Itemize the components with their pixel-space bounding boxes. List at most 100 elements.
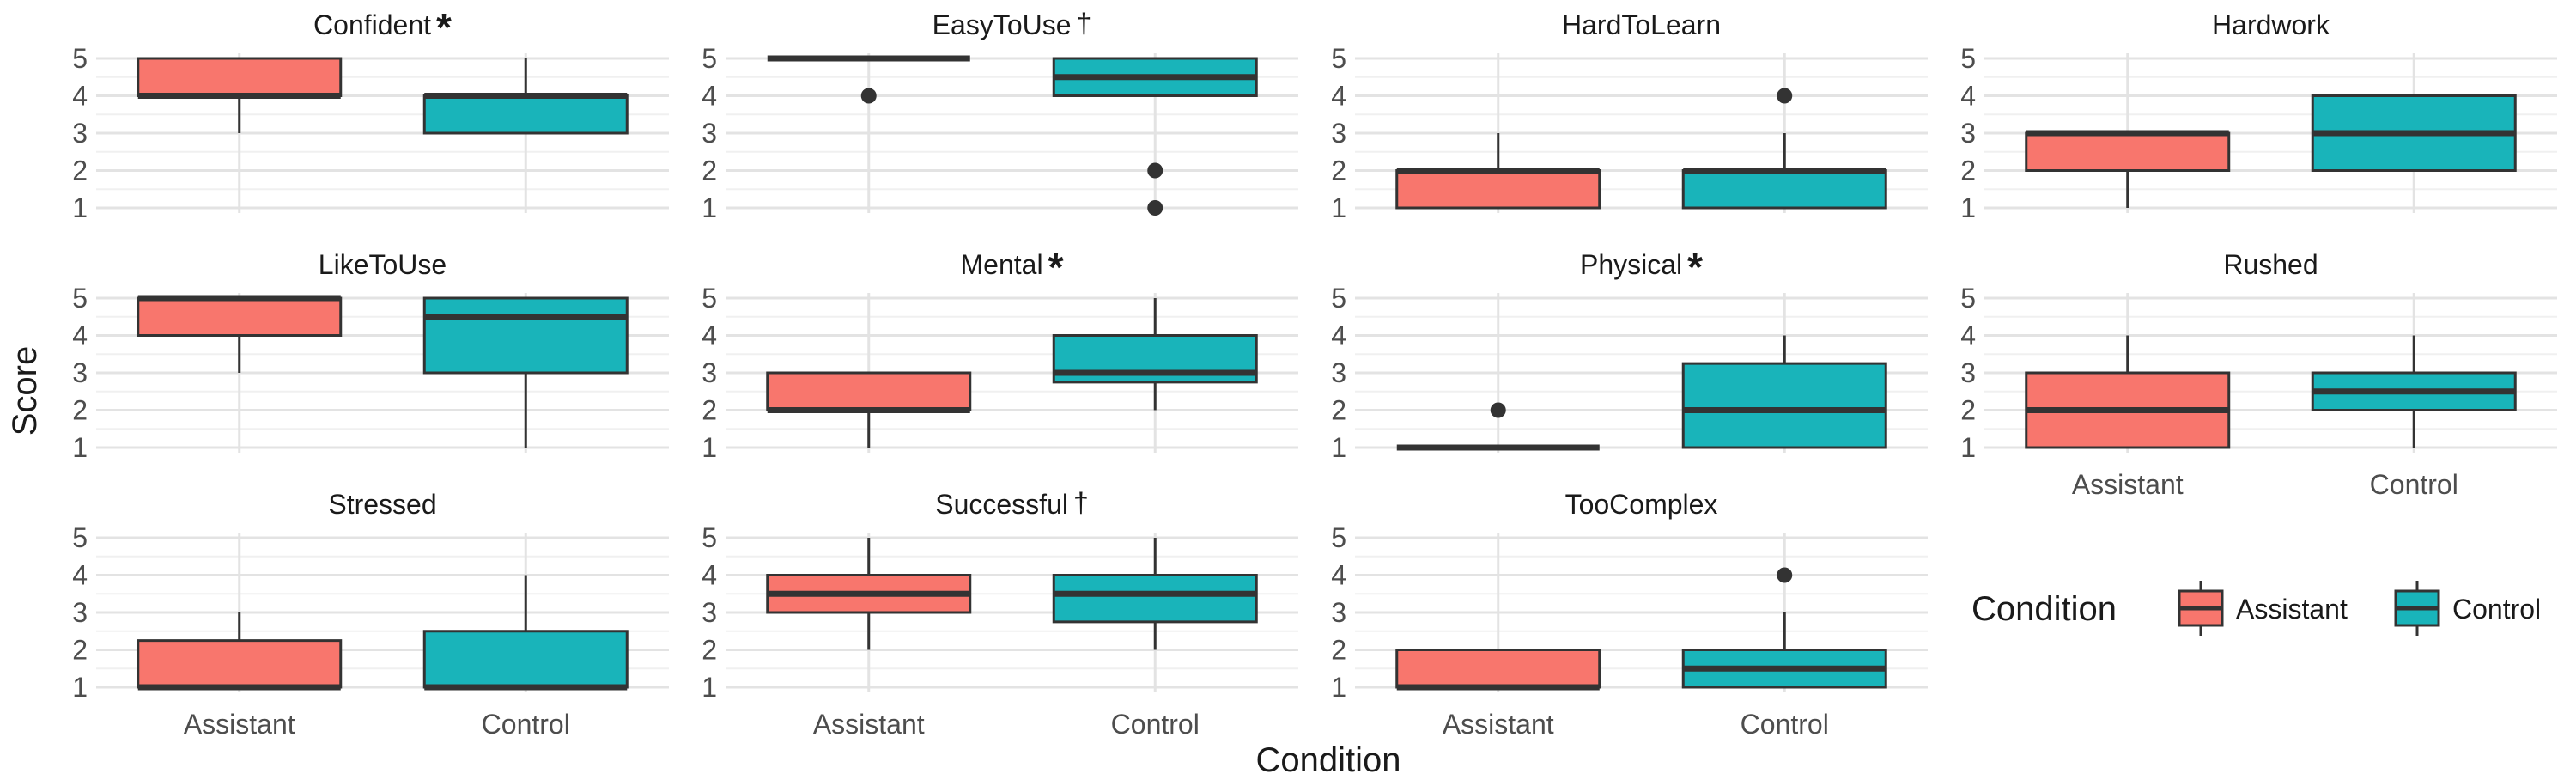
panel-title-text: Physical	[1580, 249, 1682, 280]
panel-title-text: Stressed	[328, 489, 436, 520]
box-control	[1681, 88, 1887, 210]
y-tick-label: 3	[1331, 118, 1346, 149]
y-tick-label: 5	[1960, 283, 1976, 314]
panel-rushed: 1 2 3 4 5 Rushed Assistant Control	[1960, 249, 2557, 500]
x-tick-label: Assistant	[184, 709, 295, 740]
iqr-box	[1052, 574, 1258, 624]
box-control	[422, 296, 629, 448]
y-tick-label: 4	[72, 81, 88, 112]
box-assistant	[137, 57, 343, 133]
y-tick-label: 5	[72, 43, 88, 74]
y-tick-label: 2	[1960, 155, 1976, 186]
panel-easytouse: 1 2 3 4 5 EasyToUse †	[702, 8, 1298, 223]
iqr-box	[766, 371, 972, 411]
panel-title-text: LikeToUse	[319, 249, 447, 280]
box-control	[1052, 298, 1258, 411]
y-tick-label: 3	[702, 597, 717, 628]
significance-marker: *	[1687, 245, 1703, 289]
panel-title-text: Rushed	[2223, 249, 2318, 280]
panel-successful: 1 2 3 4 5 Successful † Assistant Control	[702, 487, 1298, 740]
x-tick-label: Control	[1111, 709, 1200, 740]
y-tick-label: 1	[72, 672, 88, 703]
panel-title: Rushed	[2223, 249, 2318, 280]
panel-title-text: HardToLearn	[1562, 9, 1721, 40]
panel-confident: 1 2 3 4 5 Confident *	[72, 5, 669, 223]
y-tick-label: 3	[1331, 357, 1346, 388]
x-tick-label: Control	[482, 709, 570, 740]
y-tick-label: 2	[72, 155, 88, 186]
panel-hardtolearn: 1 2 3 4 5 HardToLearn	[1331, 9, 1928, 223]
legend-label: Control	[2452, 594, 2541, 625]
y-tick-label: 5	[72, 522, 88, 553]
box-assistant	[1395, 133, 1601, 210]
y-tick-label: 3	[702, 357, 717, 388]
outlier-point	[1777, 567, 1793, 583]
significance-marker: †	[1077, 8, 1092, 39]
iqr-box	[422, 296, 629, 375]
iqr-box	[2025, 131, 2231, 172]
box-control	[422, 575, 629, 691]
iqr-box	[422, 94, 629, 135]
box-control	[2311, 335, 2517, 448]
panel-title-text: Mental	[961, 249, 1043, 280]
box-assistant	[766, 538, 972, 650]
y-tick-label: 5	[1960, 43, 1976, 74]
legend: Condition Assistant Control	[1971, 581, 2541, 636]
y-tick-label: 1	[1960, 432, 1976, 463]
x-tick-label: Control	[1741, 709, 1829, 740]
panel-title-text: Successful	[935, 489, 1068, 520]
iqr-box	[137, 57, 343, 97]
y-tick-label: 3	[1960, 357, 1976, 388]
y-tick-label: 2	[702, 155, 717, 186]
panel-physical: 1 2 3 4 5 Physical *	[1331, 245, 1928, 463]
x-tick-label: Assistant	[1443, 709, 1554, 740]
legend-entry-assistant: Assistant	[2178, 581, 2348, 636]
y-tick-label: 3	[72, 357, 88, 388]
box-assistant	[137, 295, 343, 373]
legend-entry-control: Control	[2394, 581, 2541, 636]
y-tick-label: 5	[702, 43, 717, 74]
outlier-point	[1777, 88, 1793, 104]
iqr-box	[1395, 169, 1601, 210]
legend-label: Assistant	[2236, 594, 2348, 625]
y-tick-label: 3	[72, 597, 88, 628]
y-tick-label: 2	[1331, 155, 1346, 186]
box-assistant	[137, 612, 343, 691]
panel-title: TooComplex	[1565, 489, 1718, 520]
outlier-point	[1490, 402, 1506, 418]
box-assistant	[1395, 649, 1601, 691]
significance-marker: *	[436, 5, 452, 50]
significance-marker: *	[1048, 245, 1064, 289]
y-tick-label: 3	[72, 118, 88, 149]
iqr-box	[422, 630, 629, 689]
y-tick-label: 1	[702, 432, 717, 463]
y-tick-label: 4	[1331, 560, 1346, 591]
panel-toocomplex: 1 2 3 4 5 TooComplex Assistant Control	[1331, 489, 1928, 740]
box-assistant	[2025, 130, 2231, 208]
y-tick-label: 4	[72, 320, 88, 351]
y-tick-label: 4	[1960, 81, 1976, 112]
legend-title: Condition	[1971, 590, 2117, 628]
box-assistant	[767, 55, 970, 104]
iqr-box	[1681, 362, 1887, 449]
y-tick-label: 4	[1331, 81, 1346, 112]
panel-title: Successful †	[935, 487, 1089, 520]
y-tick-label: 4	[702, 560, 717, 591]
iqr-box	[1395, 649, 1601, 689]
box-control	[1681, 335, 1887, 449]
y-tick-label: 1	[1960, 192, 1976, 223]
y-tick-label: 2	[72, 395, 88, 426]
y-tick-label: 5	[1331, 522, 1346, 553]
panel-title: Physical *	[1580, 245, 1703, 289]
y-tick-label: 2	[72, 635, 88, 666]
x-tick-label: Assistant	[2072, 469, 2184, 500]
y-tick-label: 5	[702, 522, 717, 553]
y-tick-label: 5	[702, 283, 717, 314]
y-tick-label: 1	[1331, 192, 1346, 223]
y-tick-label: 5	[1331, 283, 1346, 314]
y-tick-label: 2	[1331, 395, 1346, 426]
panel-hardwork: 1 2 3 4 5 Hardwork	[1960, 9, 2557, 223]
y-tick-label: 5	[72, 283, 88, 314]
